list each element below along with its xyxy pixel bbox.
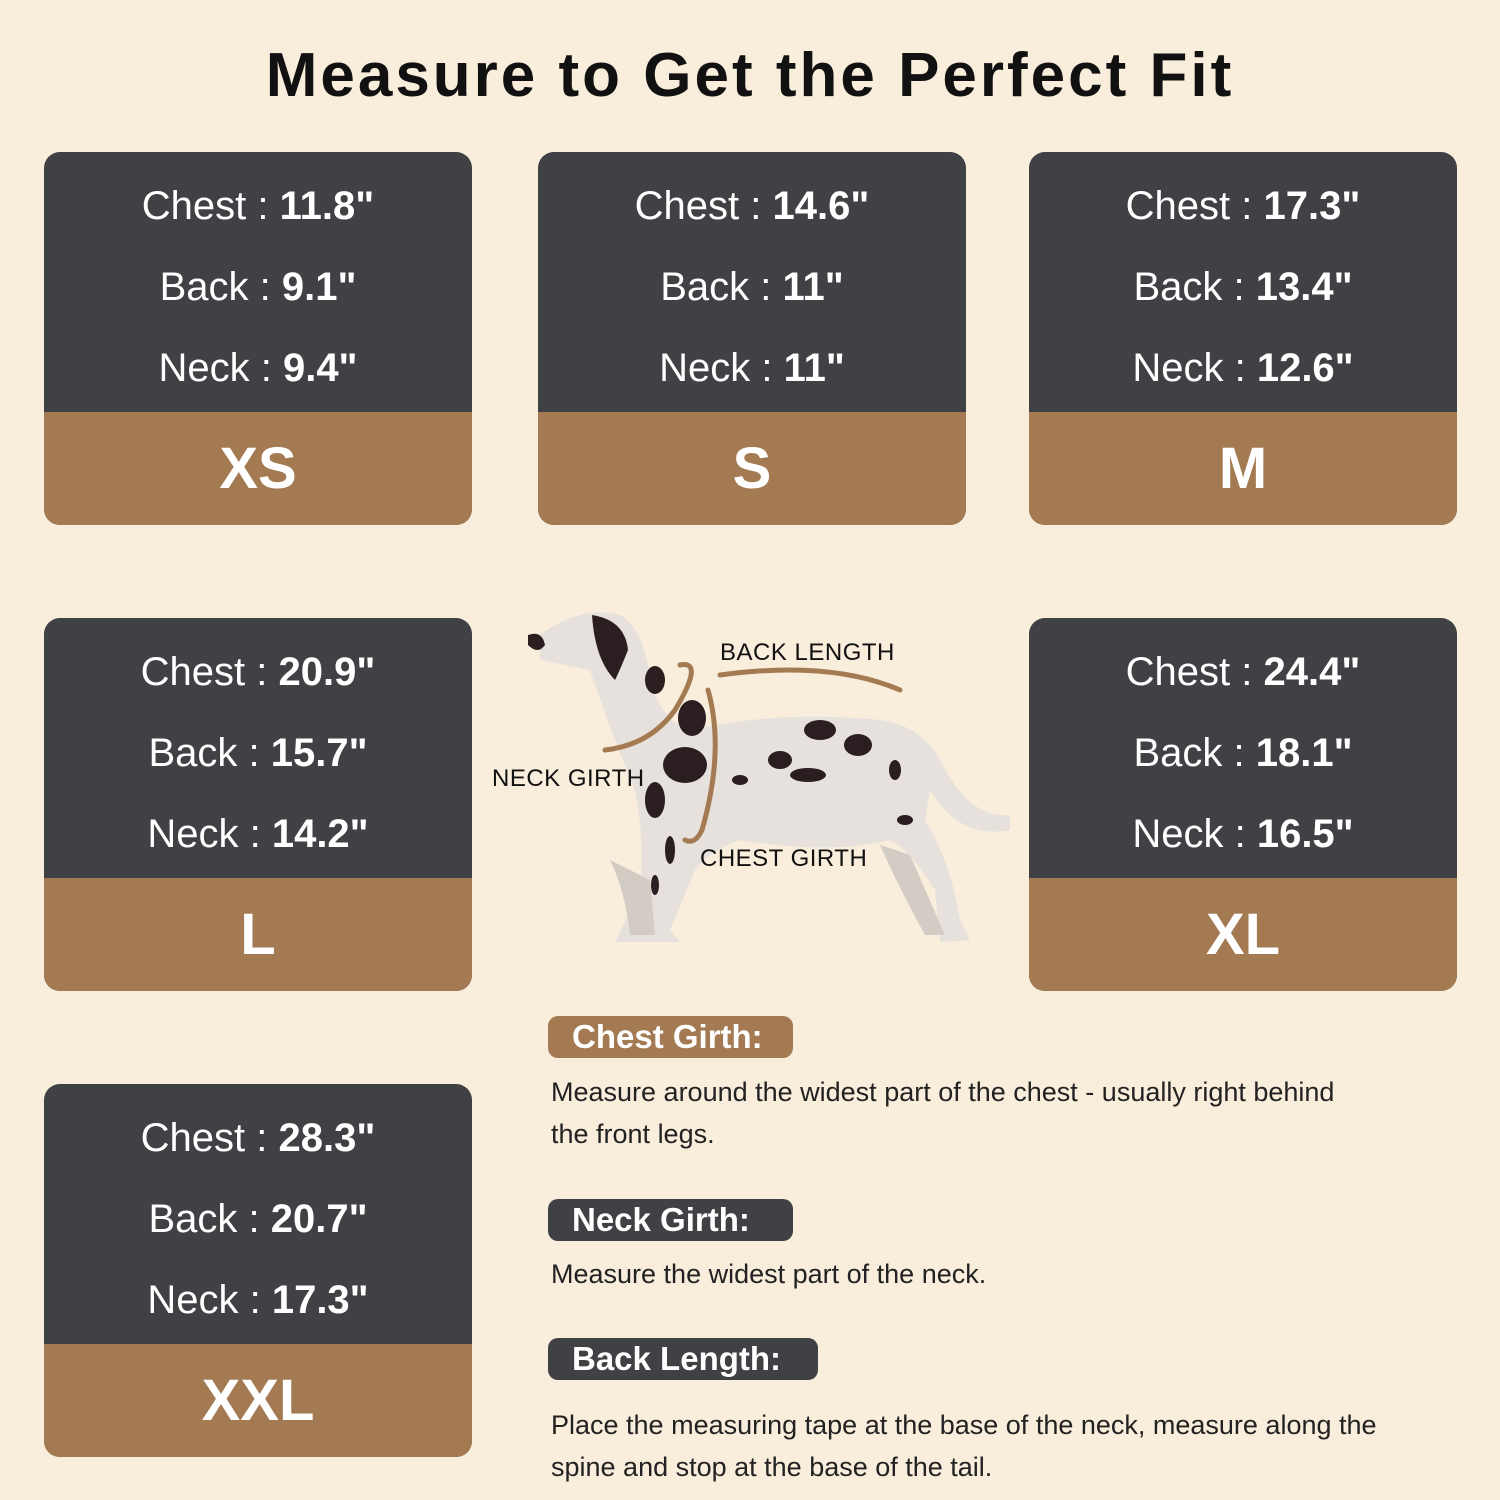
size-card-xxl: Chest : 28.3" Back : 20.7" Neck : 17.3" XXL: [44, 1084, 472, 1457]
back-measurement: Back : 11": [538, 265, 966, 310]
chest-value: 20.9": [278, 650, 376, 694]
size-label: XS: [44, 412, 472, 525]
neck-measurement: Neck : 17.3": [44, 1278, 472, 1323]
neck-value: 9.4": [282, 346, 358, 390]
chest-measurement: Chest : 11.8": [44, 184, 472, 229]
back-label: Back :: [159, 265, 282, 309]
chest-value: 14.6": [772, 184, 870, 228]
size-card-xs: Chest : 11.8" Back : 9.1" Neck : 9.4" XS: [44, 152, 472, 525]
back-value: 18.1": [1255, 731, 1353, 775]
back-length-description-line1: Place the measuring tape at the base of …: [551, 1410, 1377, 1440]
size-label: M: [1029, 412, 1457, 525]
chest-value: 11.8": [279, 184, 375, 228]
back-label: Back :: [1133, 265, 1256, 309]
chest-label: Chest :: [140, 1116, 279, 1160]
chest-girth-description-line2: the front legs.: [551, 1119, 715, 1149]
back-label: Back :: [1133, 731, 1256, 775]
dalmatian-illustration: [528, 612, 1010, 942]
back-measurement: Back : 18.1": [1029, 731, 1457, 776]
chest-label: Chest :: [634, 184, 773, 228]
neck-girth-description: Measure the widest part of the neck.: [551, 1259, 987, 1289]
size-card-m: Chest : 17.3" Back : 13.4" Neck : 12.6" M: [1029, 152, 1457, 525]
chest-value: 28.3": [278, 1116, 376, 1160]
back-measurement: Back : 9.1": [44, 265, 472, 310]
neck-value: 12.6": [1256, 346, 1354, 390]
back-value: 11": [782, 265, 844, 309]
chest-girth-description-line1: Measure around the widest part of the ch…: [551, 1077, 1335, 1107]
size-label: XXL: [44, 1344, 472, 1457]
neck-label: Neck :: [659, 346, 784, 390]
back-measurement: Back : 13.4": [1029, 265, 1457, 310]
neck-label: Neck :: [158, 346, 283, 390]
back-label: Back :: [660, 265, 783, 309]
back-value: 15.7": [270, 731, 368, 775]
back-value: 13.4": [1255, 265, 1353, 309]
back-value: 9.1": [281, 265, 357, 309]
chest-label: Chest :: [1125, 184, 1264, 228]
size-card-s: Chest : 14.6" Back : 11" Neck : 11" S: [538, 152, 966, 525]
back-measurement: Back : 20.7": [44, 1197, 472, 1242]
size-label: XL: [1029, 878, 1457, 991]
back-length-description-line2: spine and stop at the base of the tail.: [551, 1452, 993, 1482]
measurements: Chest : 14.6" Back : 11" Neck : 11": [538, 152, 966, 412]
back-length-heading: Back Length:: [548, 1338, 818, 1380]
chest-label: Chest :: [140, 650, 279, 694]
back-value: 20.7": [270, 1197, 368, 1241]
measurements: Chest : 20.9" Back : 15.7" Neck : 14.2": [44, 618, 472, 878]
chest-girth-heading: Chest Girth:: [548, 1016, 793, 1058]
neck-measurement: Neck : 16.5": [1029, 812, 1457, 857]
size-card-l: Chest : 20.9" Back : 15.7" Neck : 14.2" L: [44, 618, 472, 991]
chest-label: Chest :: [1125, 650, 1264, 694]
back-length-label: BACK LENGTH: [720, 639, 895, 666]
chest-value: 24.4": [1263, 650, 1361, 694]
neck-measurement: Neck : 11": [538, 346, 966, 391]
neck-girth-label: NECK GIRTH: [492, 765, 645, 792]
neck-label: Neck :: [147, 812, 272, 856]
size-label: S: [538, 412, 966, 525]
chest-label: Chest :: [141, 184, 280, 228]
neck-value: 14.2": [271, 812, 369, 856]
neck-measurement: Neck : 9.4": [44, 346, 472, 391]
neck-label: Neck :: [147, 1278, 272, 1322]
neck-measurement: Neck : 14.2": [44, 812, 472, 857]
chest-measurement: Chest : 24.4": [1029, 650, 1457, 695]
size-label: L: [44, 878, 472, 991]
chest-measurement: Chest : 28.3": [44, 1116, 472, 1161]
back-label: Back :: [148, 1197, 271, 1241]
measurements: Chest : 17.3" Back : 13.4" Neck : 12.6": [1029, 152, 1457, 412]
chest-girth-label: CHEST GIRTH: [700, 845, 868, 872]
chest-measurement: Chest : 20.9": [44, 650, 472, 695]
chest-value: 17.3": [1263, 184, 1361, 228]
measurements: Chest : 24.4" Back : 18.1" Neck : 16.5": [1029, 618, 1457, 878]
neck-measurement: Neck : 12.6": [1029, 346, 1457, 391]
neck-label: Neck :: [1132, 346, 1257, 390]
neck-value: 17.3": [271, 1278, 369, 1322]
chest-measurement: Chest : 17.3": [1029, 184, 1457, 229]
size-card-xl: Chest : 24.4" Back : 18.1" Neck : 16.5" XL: [1029, 618, 1457, 991]
neck-value: 16.5": [1256, 812, 1354, 856]
chest-measurement: Chest : 14.6": [538, 184, 966, 229]
neck-value: 11": [783, 346, 845, 390]
measurements: Chest : 28.3" Back : 20.7" Neck : 17.3": [44, 1084, 472, 1344]
neck-girth-heading: Neck Girth:: [548, 1199, 793, 1241]
measurements: Chest : 11.8" Back : 9.1" Neck : 9.4": [44, 152, 472, 412]
back-label: Back :: [148, 731, 271, 775]
page-title: Measure to Get the Perfect Fit: [265, 41, 1235, 110]
back-measurement: Back : 15.7": [44, 731, 472, 776]
neck-label: Neck :: [1132, 812, 1257, 856]
